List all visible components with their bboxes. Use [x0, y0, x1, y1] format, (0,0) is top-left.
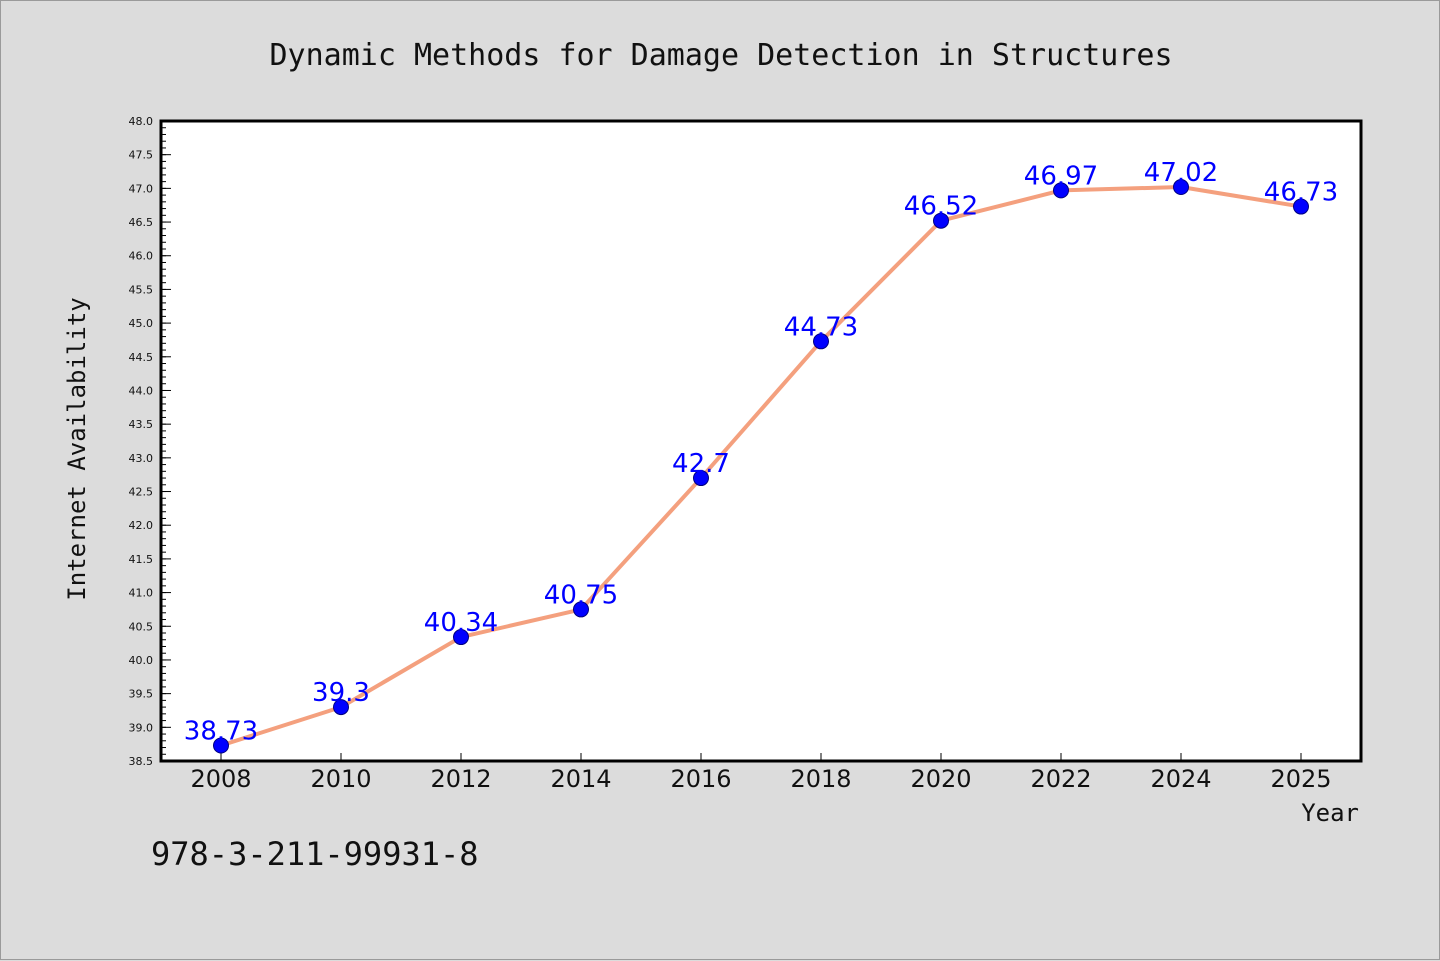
data-label-2022: 46.97 [1024, 161, 1098, 191]
y-tick-label-46.5: 46.5 [129, 216, 154, 229]
series-line-group [219, 185, 1303, 748]
y-tick-label-39.0: 39.0 [129, 721, 154, 734]
y-tick-label-44.0: 44.0 [129, 384, 154, 397]
data-point-2008 [213, 737, 229, 754]
chart-title: Dynamic Methods for Damage Detection in … [269, 38, 1172, 73]
data-label-2020: 46.52 [904, 192, 978, 222]
data-label-2018: 44.73 [784, 312, 858, 342]
x-tick-label-2008: 2008 [190, 765, 251, 793]
data-point-2010 [333, 699, 349, 716]
y-tick-label-40.0: 40.0 [129, 654, 154, 667]
y-tick-label-45.5: 45.5 [129, 283, 154, 296]
y-tick-label-46.0: 46.0 [129, 250, 154, 263]
data-point-2014 [573, 601, 589, 618]
y-tick-label-39.5: 39.5 [129, 688, 154, 701]
y-tick-label-48.0: 48.0 [129, 115, 154, 128]
y-tick-label-43.0: 43.0 [129, 452, 154, 465]
data-point-2025 [1293, 198, 1309, 215]
data-point-2016 [693, 470, 709, 487]
marker-group [213, 179, 1309, 754]
y-tick-label-43.5: 43.5 [129, 418, 154, 431]
plot-border [159, 119, 1363, 763]
x-tick-label-2020: 2020 [910, 765, 971, 793]
y-tick-label-41.0: 41.0 [129, 587, 154, 600]
y-tick-label-41.5: 41.5 [129, 553, 154, 566]
y-tick-label-40.5: 40.5 [129, 620, 154, 633]
x-tick-label-2012: 2012 [430, 765, 491, 793]
x-tick-label-2018: 2018 [790, 765, 851, 793]
y-tick-label-45.0: 45.0 [129, 317, 154, 330]
x-axis-title: Year [1301, 799, 1359, 827]
x-tick-label-2014: 2014 [550, 765, 611, 793]
data-point-2012 [453, 629, 469, 646]
x-tick-label-2025: 2025 [1270, 765, 1331, 793]
data-label-2008: 38.73 [184, 717, 258, 747]
data-label-2025: 46.73 [1264, 178, 1338, 208]
data-label-2012: 40.34 [424, 608, 498, 638]
plot-area [161, 121, 1361, 761]
x-tick-label-2010: 2010 [310, 765, 371, 793]
data-label-group: 38.73 39.3 40.34 40.75 42.7 44.73 46.52 46.97 47… [184, 158, 1338, 746]
data-point-2020 [933, 212, 949, 229]
x-tick-label-2024: 2024 [1150, 765, 1211, 793]
data-label-2016: 42.7 [672, 449, 730, 479]
x-tick-label-2016: 2016 [670, 765, 731, 793]
data-label-2014: 40.75 [544, 580, 618, 610]
y-tick-label-44.5: 44.5 [129, 351, 154, 364]
data-label-2010: 39.3 [312, 678, 370, 708]
y-tick-label-47.5: 47.5 [129, 149, 154, 162]
data-point-2024 [1173, 179, 1189, 196]
y-tick-label-38.5: 38.5 [129, 755, 154, 768]
y-tick-label-42.0: 42.0 [129, 519, 154, 532]
series-line [219, 185, 1303, 748]
data-label-2024: 47.02 [1144, 158, 1218, 188]
y-axis-ticks: 38.5 39.0 39.5 40.0 40.5 41.0 41.5 42.0 42.5 43.0… [129, 115, 171, 768]
footer-text: 978-3-211-99931-8 [151, 835, 479, 873]
x-tick-label-2022: 2022 [1030, 765, 1091, 793]
y-axis-title: Internet Availability [63, 297, 91, 600]
y-tick-label-47.0: 47.0 [129, 182, 154, 195]
data-point-2022 [1053, 182, 1069, 199]
data-point-2018 [813, 333, 829, 350]
x-axis-ticks: 2008 2010 2012 2014 2016 2018 2020 2022 2024 2025 [190, 753, 1332, 793]
y-tick-label-42.5: 42.5 [129, 486, 154, 499]
